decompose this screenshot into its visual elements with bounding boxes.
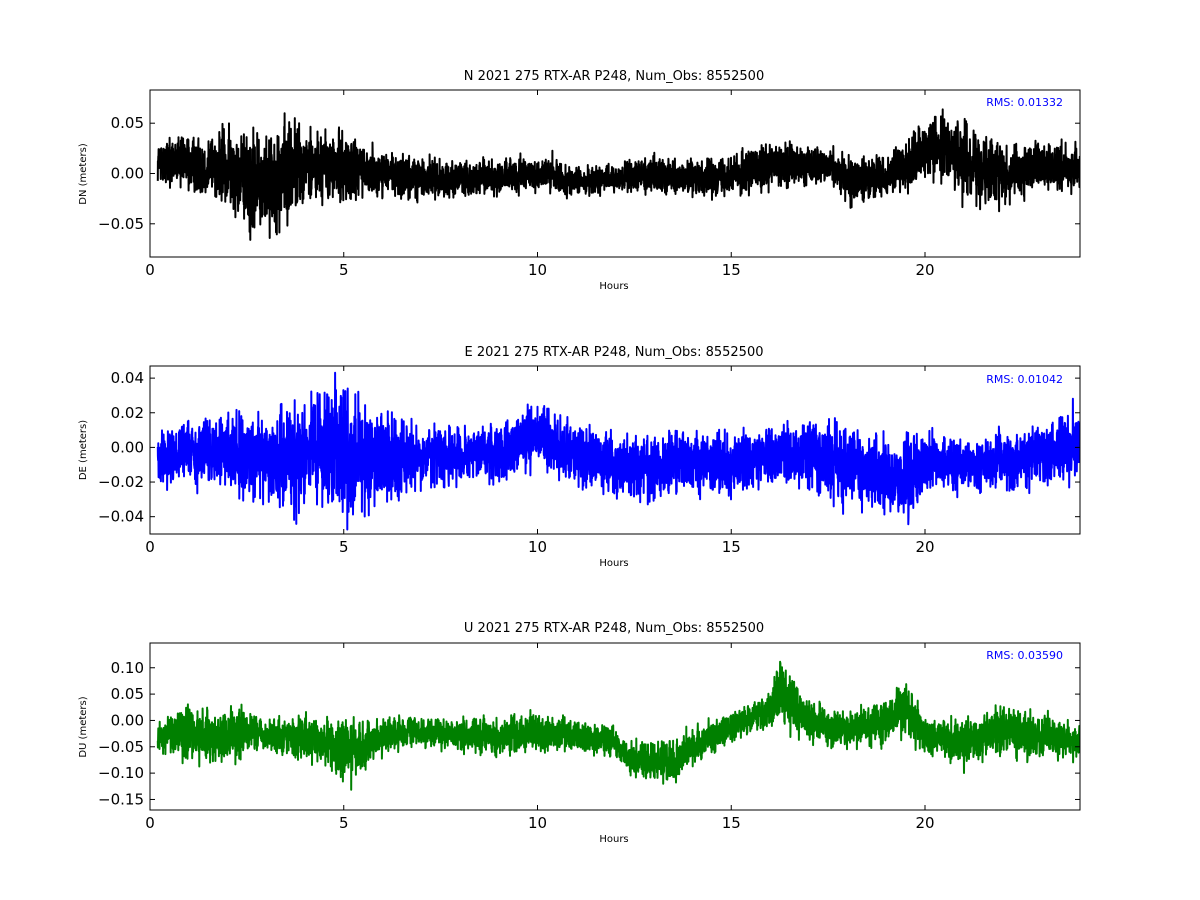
y-tick-label: 0.05 [111, 114, 144, 132]
x-tick-label: 10 [528, 261, 547, 279]
series-line [156, 371, 1080, 531]
x-tick-label: 15 [722, 814, 741, 832]
y-tick-label: −0.05 [98, 215, 144, 233]
plot-area: 0 5 10 15 20 −0.04 −0.02 0.00 0.02 0.04 [98, 365, 1081, 556]
y-tick-label: 0.04 [111, 369, 144, 387]
y-tick-label: 0.02 [111, 404, 144, 422]
y-tick-label: −0.05 [98, 738, 144, 756]
x-tick-label: 0 [145, 814, 155, 832]
y-axis-label: DE (meters) [78, 420, 89, 480]
chart-title: N 2021 275 RTX-AR P248, Num_Obs: 8552500 [464, 69, 764, 84]
x-tick-label: 15 [722, 538, 741, 556]
y-tick-label: 0.00 [111, 165, 144, 183]
x-tick-label: 10 [528, 814, 547, 832]
x-tick-label: 20 [915, 261, 934, 279]
x-tick-label: 0 [145, 261, 155, 279]
y-axis-label: DU (meters) [78, 696, 89, 757]
y-tick-label: −0.10 [98, 764, 144, 782]
y-axis-label: DN (meters) [78, 143, 89, 205]
x-tick-label: 5 [339, 261, 349, 279]
y-tick-label: 0.00 [111, 711, 144, 729]
x-tick-label: 5 [339, 814, 349, 832]
series-line [156, 660, 1080, 791]
x-tick-label: 10 [528, 538, 547, 556]
plot-area: 0 5 10 15 20 −0.15 −0.10 −0.05 0.00 0.05 0.10 [98, 642, 1081, 832]
y-tick-label: −0.04 [98, 508, 144, 526]
x-tick-label: 0 [145, 538, 155, 556]
y-tick-label: 0.00 [111, 438, 144, 456]
chart-title: E 2021 275 RTX-AR P248, Num_Obs: 8552500 [465, 345, 764, 360]
y-tick-label: 0.05 [111, 685, 144, 703]
panel-u: U 2021 275 RTX-AR P248, Num_Obs: 8552500… [78, 621, 1081, 845]
x-tick-label: 15 [722, 261, 741, 279]
x-axis-label: Hours [599, 558, 628, 569]
plot-frame [149, 365, 1081, 535]
y-tick-label: 0.10 [111, 659, 144, 677]
rms-label: RMS: 0.03590 [986, 649, 1063, 662]
x-axis-label: Hours [599, 834, 628, 845]
y-tick-label: −0.02 [98, 473, 144, 491]
plot-area: 0 5 10 15 20 −0.05 0.00 0.05 [98, 89, 1081, 279]
x-tick-label: 5 [339, 538, 349, 556]
plot-frame [149, 642, 1081, 811]
panel-n: N 2021 275 RTX-AR P248, Num_Obs: 8552500… [78, 69, 1081, 292]
series-line [156, 108, 1080, 241]
x-axis-label: Hours [599, 281, 628, 292]
x-tick-label: 20 [915, 814, 934, 832]
rms-label: RMS: 0.01042 [986, 373, 1063, 386]
panel-e: E 2021 275 RTX-AR P248, Num_Obs: 8552500… [78, 345, 1081, 569]
rms-label: RMS: 0.01332 [986, 96, 1063, 109]
y-tick-label: −0.15 [98, 790, 144, 808]
chart-title: U 2021 275 RTX-AR P248, Num_Obs: 8552500 [464, 621, 764, 636]
x-tick-label: 20 [915, 538, 934, 556]
